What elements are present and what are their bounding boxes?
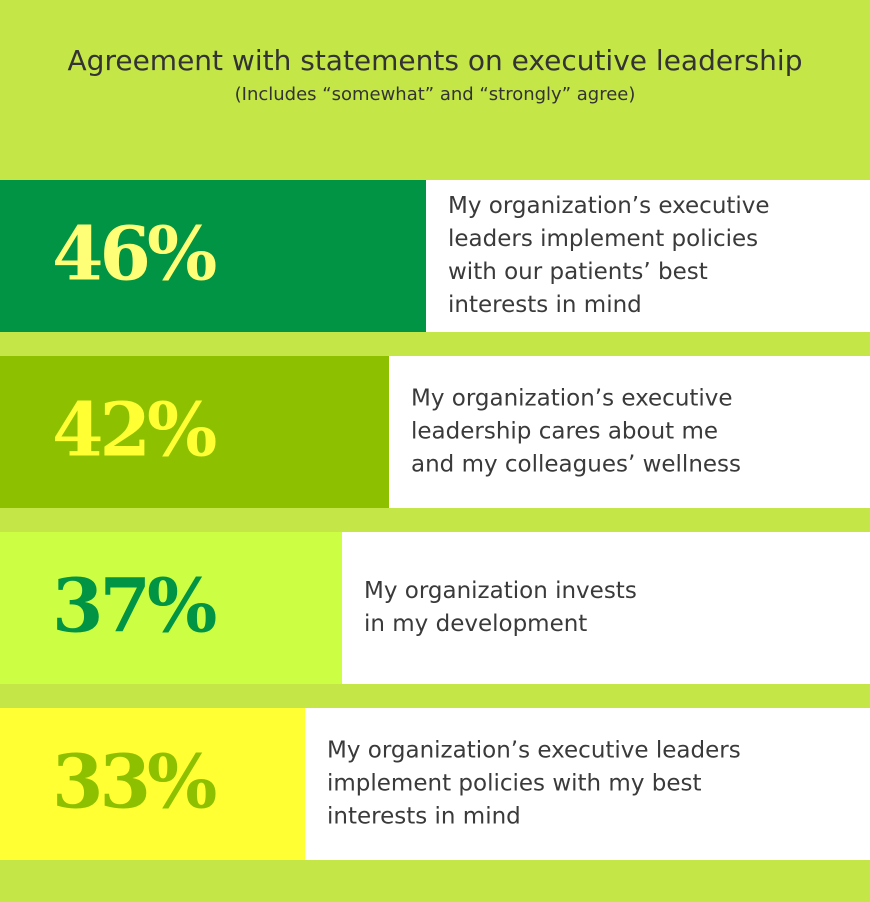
data-label: 46% (52, 211, 217, 298)
bar-row: 46% My organization’s executive leaders i… (0, 180, 870, 332)
category-label: My organization’s executive leaders impl… (327, 737, 741, 830)
bar-row: 42% My organization’s executive leadershi… (0, 356, 870, 508)
statement-panel (305, 708, 870, 860)
data-label: 42% (52, 387, 217, 474)
bar: 42% (0, 356, 389, 508)
category-label: My organization’s executive leaders impl… (448, 193, 770, 318)
bar: 33% (0, 708, 305, 860)
category-label: My organization invests in my developmen… (364, 578, 637, 637)
chart-title: Agreement with statements on executive l… (67, 44, 803, 77)
bar-row: 33% My organization’s executive leaders i… (0, 708, 870, 860)
data-label: 37% (52, 563, 217, 650)
statement-panel (389, 356, 870, 508)
data-label: 33% (52, 739, 217, 826)
bar: 37% (0, 532, 342, 684)
bar: 46% (0, 180, 426, 332)
bar-row: 37% My organization invests in my develop… (0, 532, 870, 684)
category-label: My organization’s executive leadership c… (411, 385, 742, 478)
statement-panel (342, 532, 870, 684)
statement-panel (426, 180, 870, 332)
chart-header: Agreement with statements on executive l… (0, 0, 870, 180)
chart-subtitle: (Includes “somewhat” and “strongly” agre… (234, 84, 636, 105)
